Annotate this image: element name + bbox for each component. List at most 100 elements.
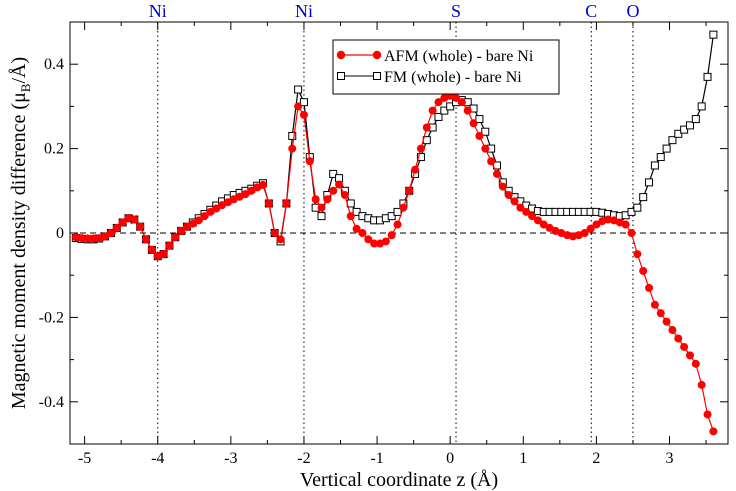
afm-point: [399, 203, 408, 212]
afm-point: [323, 195, 332, 204]
afm-point: [481, 144, 490, 153]
afm-point: [188, 219, 197, 228]
y-tick-label: -0.2: [39, 309, 64, 326]
fm-point: [446, 102, 455, 111]
fm-point: [434, 112, 443, 121]
atom-label: S: [451, 1, 461, 21]
afm-point: [428, 106, 437, 115]
legend-afm-marker-right: [372, 50, 382, 60]
fm-point: [685, 121, 694, 130]
afm-point: [370, 239, 379, 248]
afm-point: [580, 229, 589, 237]
fm-point: [352, 207, 361, 216]
afm-point: [136, 222, 145, 231]
fm-point: [645, 178, 654, 187]
afm-point: [259, 180, 268, 189]
fm-point: [329, 169, 338, 178]
afm-point: [586, 224, 595, 233]
afm-point: [118, 218, 127, 227]
afm-point: [405, 186, 414, 195]
y-tick-label: 0.2: [44, 141, 64, 158]
afm-point: [463, 106, 472, 115]
fm-point: [416, 153, 425, 162]
axes: -5 -4 -3 -2 -1 0 1 2 3 -0.4 -0.2 0 0.2 0.4: [39, 21, 728, 467]
afm-point: [498, 182, 507, 191]
y-tick-label: 0.4: [44, 56, 64, 73]
afm-point: [685, 351, 694, 360]
afm-point: [697, 380, 706, 389]
afm-point: [194, 216, 203, 225]
y-tick-label: -0.4: [39, 394, 64, 411]
legend-fm-marker-right: [373, 72, 381, 80]
afm-point: [627, 229, 636, 237]
afm-point: [487, 157, 496, 166]
afm-point: [352, 224, 361, 233]
afm-point: [680, 342, 689, 351]
afm-point: [475, 131, 484, 140]
afm-point: [633, 250, 642, 259]
afm-point: [621, 220, 630, 229]
fm-point: [440, 106, 449, 115]
afm-point: [522, 207, 531, 216]
fm-point: [668, 136, 677, 145]
afm-point: [381, 237, 390, 246]
afm-point: [340, 191, 349, 200]
afm-point: [282, 199, 291, 208]
afm-point: [457, 98, 466, 107]
afm-point: [387, 231, 396, 240]
afm-point: [674, 334, 683, 343]
x-tick-label: 0: [446, 450, 454, 467]
y-axis-label: Magnetic moment density difference (μB/Å…: [8, 57, 33, 409]
atom-label: Ni: [295, 1, 313, 21]
afm-point: [656, 309, 665, 318]
afm-point: [276, 235, 285, 244]
afm-point: [709, 427, 718, 436]
fm-point: [294, 85, 303, 94]
x-tick-label: -2: [297, 450, 310, 467]
afm-point: [159, 250, 168, 259]
fm-point: [674, 129, 683, 138]
fm-point: [697, 102, 706, 111]
afm-point: [335, 180, 344, 189]
x-tick-label: -4: [151, 450, 164, 467]
x-tick-label: -3: [224, 450, 237, 467]
afm-point: [539, 220, 548, 229]
fm-point: [709, 30, 718, 39]
afm-point: [703, 410, 712, 419]
afm-point: [147, 245, 156, 254]
afm-point: [101, 232, 110, 241]
fm-point: [650, 161, 659, 170]
fm-point: [691, 115, 700, 124]
afm-point: [650, 300, 659, 309]
afm-point: [270, 229, 279, 237]
afm-point: [422, 123, 431, 132]
afm-point: [305, 157, 314, 166]
legend-fm-marker-left: [337, 72, 345, 80]
afm-point: [452, 93, 461, 102]
fm-point: [393, 207, 402, 216]
legend-afm-label: AFM (whole) - bare Ni: [384, 48, 534, 65]
afm-point: [171, 233, 180, 242]
afm-point: [528, 212, 537, 221]
afm-point: [492, 169, 501, 178]
afm-point: [346, 212, 355, 221]
afm-point: [516, 203, 525, 212]
afm-point: [77, 234, 86, 243]
x-tick-label: -5: [78, 450, 91, 467]
afm-point: [533, 216, 542, 225]
afm-point: [434, 98, 443, 107]
afm-point: [212, 204, 221, 213]
atom-labels: Ni Ni S C O: [149, 1, 640, 21]
afm-point: [299, 110, 308, 119]
afm-point: [206, 207, 215, 216]
afm-point: [288, 144, 297, 153]
reference-lines: [70, 22, 728, 444]
afm-point: [416, 144, 425, 153]
x-axis-label: Vertical coordinate z (Å): [300, 469, 498, 491]
fm-point: [703, 72, 712, 81]
fm-point: [680, 125, 689, 134]
afm-point: [639, 266, 648, 275]
afm-point: [264, 199, 273, 208]
x-tick-label: -1: [370, 450, 383, 467]
